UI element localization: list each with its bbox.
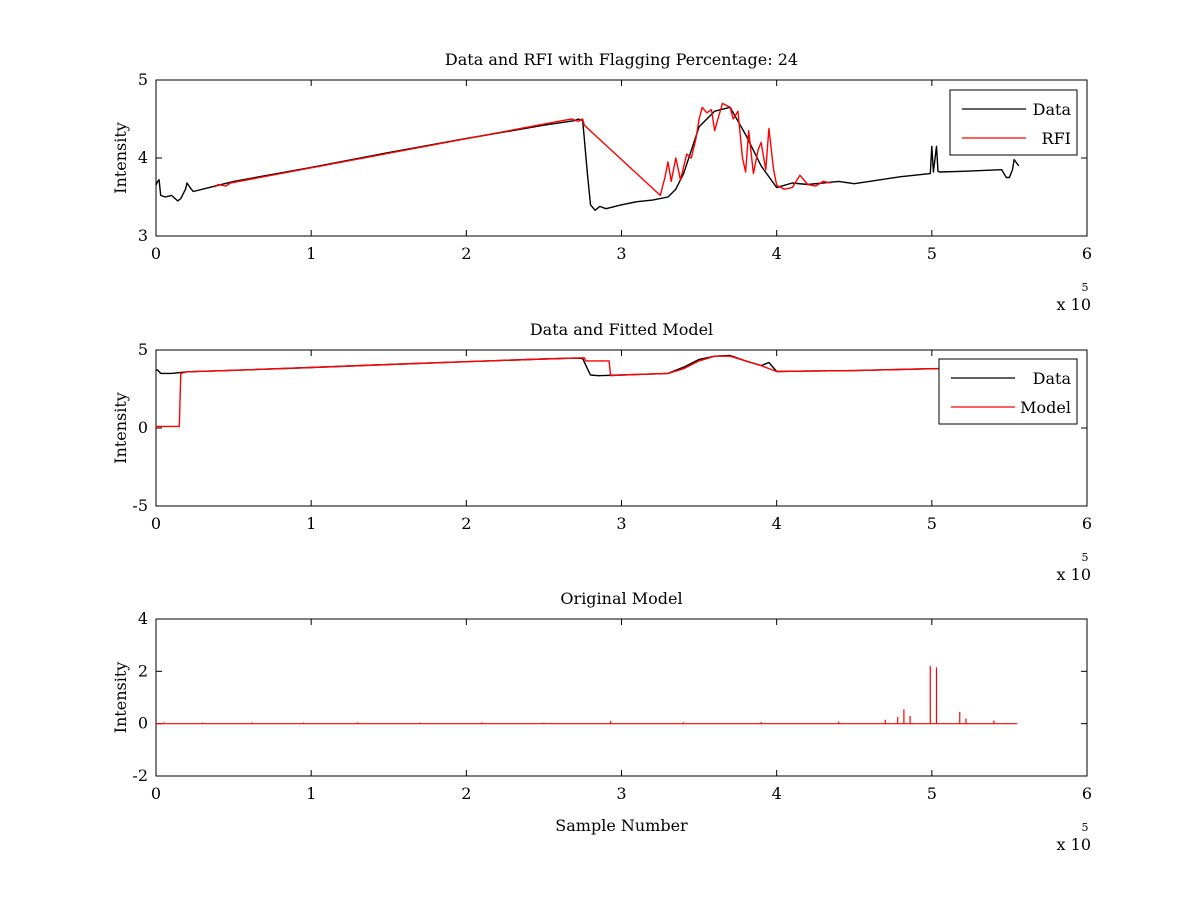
legend-label: RFI [1042,129,1071,148]
x-multiplier-exponent: 5 [1082,281,1089,294]
x-tick-label: 0 [151,514,161,533]
x-tick-label: 6 [1082,244,1092,263]
x-tick-label: 1 [306,514,316,533]
y-axis-label: Intensity [111,392,130,464]
y-axis-label: Intensity [111,662,130,734]
x-multiplier-exponent: 5 [1082,551,1089,564]
x-tick-label: 3 [616,244,626,263]
y-tick-label: 3 [138,226,148,245]
x-tick-label: 6 [1082,514,1092,533]
x-tick-label: 4 [772,514,782,533]
x-tick-label: 3 [616,784,626,803]
series-line-data [155,106,1020,212]
y-tick-label: 2 [138,661,148,680]
x-tick-label: 3 [616,514,626,533]
legend: Data RFI [949,89,1078,156]
legend-label: Data [1033,369,1072,388]
legend-box [949,89,1078,156]
x-tick-label: 0 [151,244,161,263]
x-axis-label: Sample Number [555,816,688,835]
y-tick-label: -5 [132,496,148,515]
x-multiplier-base: x 10 [1057,565,1091,584]
x-tick-label: 6 [1082,784,1092,803]
x-multiplier-base: x 10 [1057,835,1091,854]
x-multiplier-exponent: 5 [1082,821,1089,834]
chart-title: Original Model [560,589,682,608]
x-tick-label: 5 [927,784,937,803]
y-tick-label: 5 [138,70,148,89]
series-line-model [156,355,1018,428]
legend-box [938,358,1078,425]
legend: Data Model [938,358,1078,425]
x-tick-label: 0 [151,784,161,803]
series-line-rfi [214,102,832,197]
y-tick-label: 0 [138,714,148,733]
x-multiplier-base: x 10 [1057,295,1091,314]
x-tick-label: 1 [306,784,316,803]
chart-title: Data and Fitted Model [530,320,713,339]
x-tick-label: 2 [461,244,471,263]
x-tick-label: 2 [461,784,471,803]
x-tick-label: 2 [461,514,471,533]
x-tick-label: 4 [772,244,782,263]
y-tick-label: 4 [138,148,148,167]
y-tick-label: -2 [132,766,148,785]
y-tick-label: 0 [138,418,148,437]
y-axis-label: Intensity [111,122,130,194]
x-tick-label: 5 [927,244,937,263]
y-tick-label: 5 [138,340,148,359]
y-tick-label: 4 [138,609,148,628]
legend-label: Model [1020,398,1071,417]
chart-title: Data and RFI with Flagging Percentage: 2… [445,50,798,69]
x-tick-label: 4 [772,784,782,803]
x-tick-label: 1 [306,244,316,263]
x-tick-label: 5 [927,514,937,533]
legend-label: Data [1033,100,1072,119]
